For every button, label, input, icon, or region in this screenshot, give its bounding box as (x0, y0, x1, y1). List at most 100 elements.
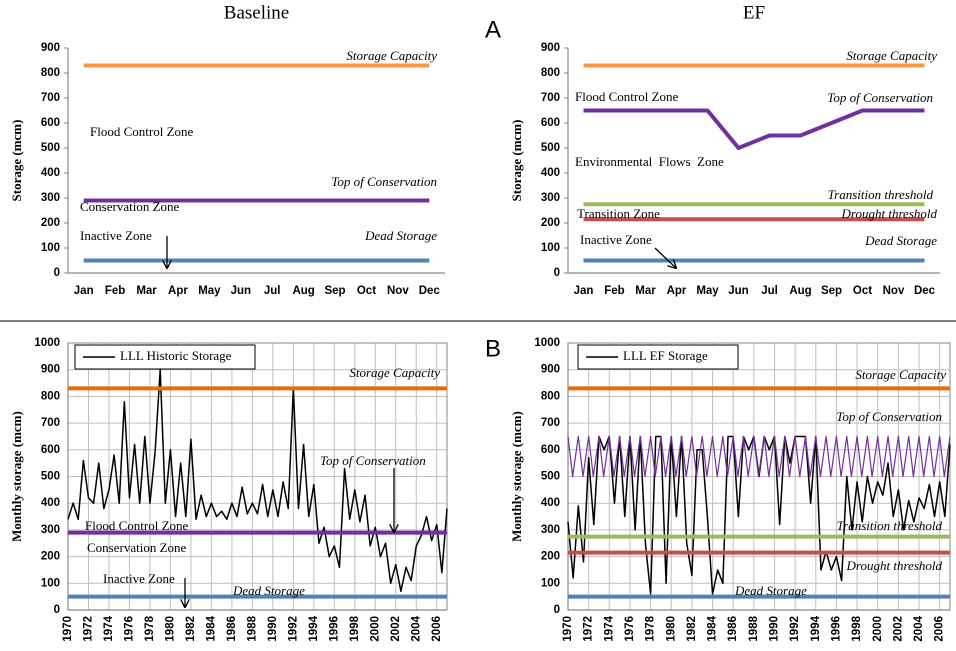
y-tick-label: 500 (41, 471, 60, 483)
x-tick-label: 1970 (62, 616, 74, 642)
y-tick-label: 700 (541, 417, 560, 429)
line-label: Drought threshold (841, 206, 938, 221)
x-tick-label: 1998 (349, 615, 361, 641)
x-tick-label: Jul (264, 285, 281, 297)
y-tick-label: 100 (41, 242, 60, 254)
y-tick-label: 500 (541, 142, 560, 154)
x-tick-label: 2004 (410, 615, 422, 641)
x-tick-label: Oct (853, 285, 872, 297)
line-label: Dead Storage (734, 583, 807, 598)
x-tick-label: Nov (387, 285, 409, 297)
line-label: Dead Storage (864, 233, 937, 248)
chart-title: EF (743, 2, 765, 23)
x-tick-label: 2002 (390, 616, 402, 642)
x-tick-label: Jul (761, 285, 778, 297)
x-tick-label: Jan (74, 285, 94, 297)
y-tick-label: 0 (554, 604, 560, 616)
y-tick-label: 700 (41, 92, 60, 104)
y-tick-label: 400 (41, 167, 60, 179)
y-tick-label: 200 (541, 551, 560, 563)
y-tick-label: 300 (41, 524, 60, 536)
x-tick-label: Mar (635, 285, 656, 297)
y-tick-label: 200 (41, 551, 60, 563)
y-tick-label: 0 (54, 604, 60, 616)
line-label: Top of Conservation (827, 90, 933, 105)
annotation: Conservation Zone (87, 540, 187, 555)
panel-label: A (485, 16, 501, 43)
y-tick-label: 300 (41, 192, 60, 204)
x-tick-label: Aug (789, 285, 811, 297)
line-label: Top of Conservation (320, 453, 426, 468)
series-line (67, 368, 448, 593)
y-tick-label: 0 (554, 267, 560, 279)
x-tick-label: 1986 (727, 616, 739, 642)
y-tick-label: 1000 (34, 337, 60, 349)
x-tick-label: Jun (728, 285, 748, 297)
chart: Baseline Storage (mcm) 0 100 200 300 400 500 600… (9, 2, 445, 297)
x-tick-label: 1988 (748, 615, 760, 641)
x-tick-label: 1990 (267, 616, 279, 642)
x-tick-label: Sep (324, 285, 345, 297)
annotation: Environmental Flows Zone (575, 154, 724, 169)
y-tick-label: 400 (541, 497, 560, 509)
y-tick-label: 800 (541, 390, 560, 402)
y-tick-label: 600 (41, 117, 60, 129)
y-tick-label: 300 (541, 524, 560, 536)
x-tick-label: Feb (105, 285, 125, 297)
x-tick-label: May (198, 285, 221, 297)
y-tick-label: 1000 (534, 337, 560, 349)
line-label: Dead Storage (364, 228, 437, 243)
y-tick-label: 600 (541, 117, 560, 129)
x-tick-label: 1970 (562, 616, 574, 642)
annotation: Inactive Zone (80, 228, 152, 243)
line-label: Storage Capacity (846, 48, 937, 63)
annotation: Inactive Zone (103, 571, 175, 586)
y-tick-label: 400 (41, 497, 60, 509)
chart: Monthly storage (mcm) 0 100 200 300 400 500 600… (9, 337, 448, 642)
x-tick-label: 1984 (707, 615, 719, 641)
x-tick-label: 1988 (246, 615, 258, 641)
x-tick-label: 1982 (686, 616, 698, 642)
line-label: Storage Capacity (855, 367, 946, 382)
chart: EF Storage (mcm) 0 100 200 300 400 500 600 700 800… (509, 2, 940, 297)
y-tick-label: 800 (541, 67, 560, 79)
x-tick-label: 1978 (645, 615, 657, 641)
line-label: Top of Conservation (836, 409, 942, 424)
y-tick-label: 900 (541, 42, 560, 54)
x-tick-label: 1974 (103, 615, 115, 641)
line-label: Dead Storage (232, 583, 305, 598)
x-tick-label: 2004 (913, 615, 925, 641)
x-tick-label: Nov (883, 285, 905, 297)
annotation: Inactive Zone (580, 232, 652, 247)
series-line (567, 435, 951, 478)
plot-frame (67, 342, 448, 611)
x-tick-label: 1982 (185, 616, 197, 642)
x-tick-label: 1980 (665, 616, 677, 642)
x-tick-label: 1992 (789, 616, 801, 642)
y-tick-label: 400 (541, 167, 560, 179)
plot-frame (567, 342, 951, 611)
annotation: Flood Control Zone (85, 518, 189, 533)
y-tick-label: 500 (541, 471, 560, 483)
y-tick-label: 900 (41, 42, 60, 54)
y-tick-label: 200 (541, 217, 560, 229)
line-label: Storage Capacity (346, 48, 437, 63)
y-axis-title: Storage (mcm) (9, 120, 24, 202)
y-tick-label: 700 (541, 92, 560, 104)
x-tick-label: 1986 (226, 616, 238, 642)
line-label: Storage Capacity (349, 365, 440, 380)
annotation: Conservation Zone (80, 199, 180, 214)
line-label: Top of Conservation (331, 174, 437, 189)
y-tick-label: 700 (41, 417, 60, 429)
y-tick-label: 600 (41, 444, 60, 456)
x-tick-label: Feb (604, 285, 624, 297)
y-axis-title: Monthly storage (mcm) (9, 411, 24, 542)
legend-label: LLL Historic Storage (120, 348, 232, 363)
x-tick-label: 2000 (369, 616, 381, 642)
x-tick-label: 1974 (603, 615, 615, 641)
y-tick-label: 100 (541, 242, 560, 254)
y-tick-label: 300 (541, 192, 560, 204)
x-tick-label: 1972 (583, 616, 595, 642)
y-tick-label: 0 (54, 267, 60, 279)
